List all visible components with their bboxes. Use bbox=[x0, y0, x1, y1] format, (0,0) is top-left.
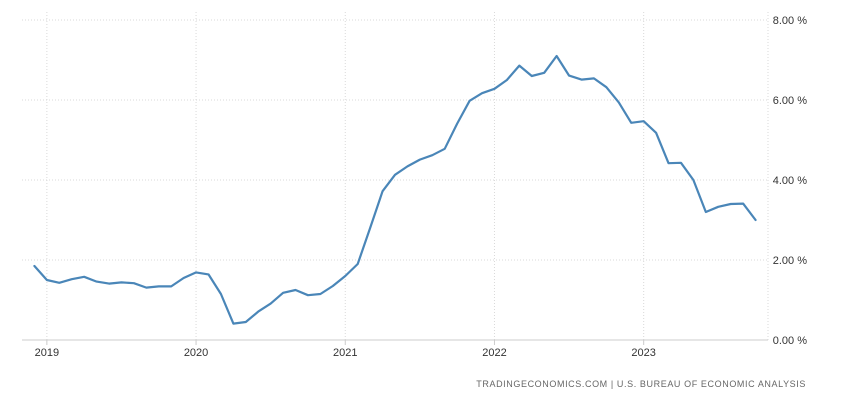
x-tick-label: 2021 bbox=[333, 347, 357, 359]
x-tick-label: 2023 bbox=[631, 347, 655, 359]
y-tick-label: 2.00 % bbox=[773, 255, 807, 267]
grid-layer bbox=[22, 12, 769, 340]
x-tick-marks bbox=[46, 340, 645, 345]
y-tick-label: 0.00 % bbox=[773, 335, 807, 347]
x-tick-label: 2020 bbox=[184, 347, 208, 359]
source-attribution: TRADINGECONOMICS.COM | U.S. BUREAU OF EC… bbox=[476, 379, 806, 389]
x-tick-label: 2022 bbox=[482, 347, 506, 359]
x-axis-labels: 2019 2020 2021 2022 2023 bbox=[35, 347, 656, 359]
y-tick-label: 8.00 % bbox=[773, 15, 807, 27]
series-line bbox=[33, 54, 757, 325]
series-layer bbox=[33, 54, 757, 325]
y-tick-label: 6.00 % bbox=[773, 95, 807, 107]
y-tick-label: 4.00 % bbox=[773, 175, 807, 187]
y-axis-labels: 0.00 % 2.00 % 4.00 % 6.00 % 8.00 % bbox=[773, 15, 807, 347]
x-tick-label: 2019 bbox=[35, 347, 59, 359]
